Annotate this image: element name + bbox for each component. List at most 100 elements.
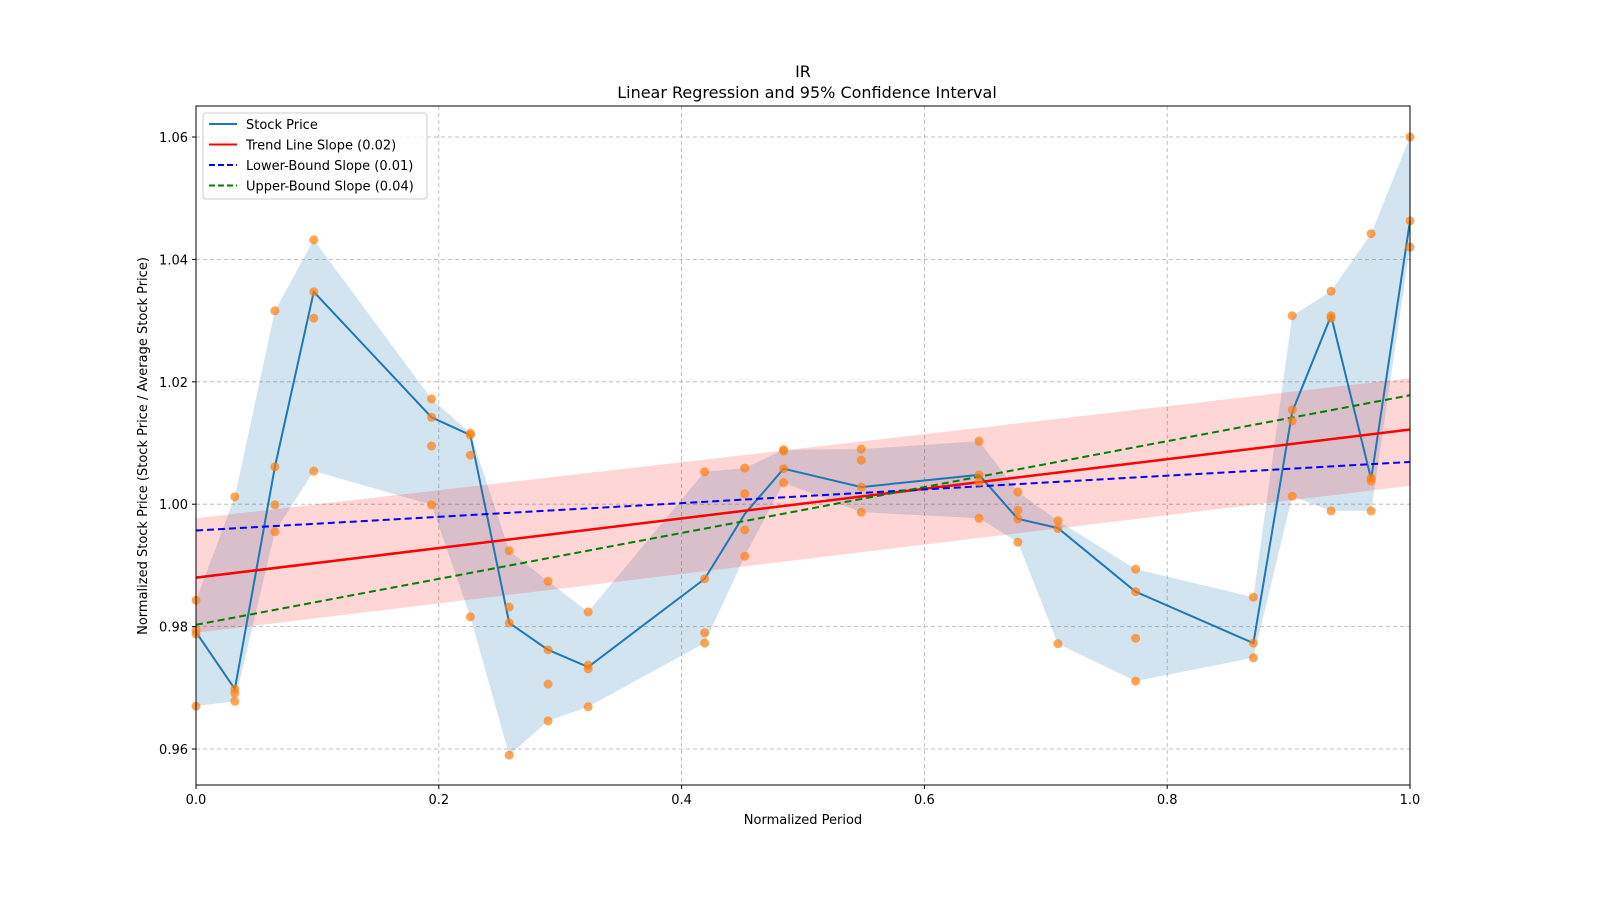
scatter-point: [1131, 676, 1141, 686]
scatter-point: [309, 287, 319, 297]
scatter-point: [230, 688, 240, 698]
scatter-point: [1013, 537, 1023, 547]
legend-label: Stock Price: [246, 118, 318, 133]
scatter-point: [270, 527, 280, 537]
scatter-point: [700, 467, 710, 477]
x-axis-ticks: 0.0 0.2 0.4 0.6 0.8 1.0: [186, 785, 1421, 808]
scatter-point: [309, 313, 319, 323]
trend-confidence-band: [196, 378, 1410, 633]
scatter-point: [465, 450, 475, 460]
scatter-point: [309, 466, 319, 476]
scatter-point: [1326, 506, 1336, 516]
lower-bound-line: [195, 460, 1411, 532]
x-tick-label: 0.0: [186, 793, 207, 808]
scatter-point: [1366, 476, 1376, 486]
scatter-point: [504, 546, 514, 556]
scatter-point: [700, 574, 710, 584]
scatter-point: [1287, 311, 1297, 321]
scatter-point: [974, 477, 984, 487]
y-tick-label: 1.06: [159, 131, 188, 146]
scatter-point: [856, 455, 866, 465]
scatter-point: [427, 500, 437, 510]
y-axis-label: Normalized Stock Price (Stock Price / Av…: [136, 257, 151, 635]
scatter-point: [427, 412, 437, 422]
scatter-point: [465, 612, 475, 622]
scatter-point: [504, 602, 514, 612]
scatter-point: [583, 607, 593, 617]
x-axis-label: Normalized Period: [744, 813, 862, 828]
scatter-point: [700, 638, 710, 648]
chart-title: IR: [795, 62, 811, 81]
scatter-point: [543, 716, 553, 726]
legend-label: Lower-Bound Slope (0.01): [246, 159, 413, 174]
scatter-point: [1326, 313, 1336, 323]
scatter-point: [1131, 587, 1141, 597]
scatter-point: [1248, 592, 1258, 602]
stock-price-line: [195, 220, 1411, 692]
scatter-point: [543, 645, 553, 655]
scatter-point: [504, 750, 514, 760]
upper-bound-line: [195, 394, 1411, 626]
lines: [195, 220, 1411, 692]
y-tick-label: 1.02: [159, 376, 188, 391]
scatter-point: [1053, 639, 1063, 649]
scatter-point: [1366, 229, 1376, 239]
y-axis-ticks: 0.96 0.98 1.00 1.02 1.04 1.06: [159, 131, 196, 758]
scatter-point: [779, 446, 789, 456]
scatter-point: [740, 463, 750, 473]
scatter-point: [309, 235, 319, 245]
bands: [196, 137, 1410, 756]
legend: Stock Price Trend Line Slope (0.02) Lower-…: [202, 112, 428, 200]
plot-frame: [195, 105, 1411, 786]
scatter-point: [700, 628, 710, 638]
chart-subtitle: Linear Regression and 95% Confidence Int…: [617, 83, 997, 102]
scatter-point: [856, 507, 866, 517]
scatter-point: [427, 441, 437, 451]
scatter-point: [583, 702, 593, 712]
scatter-point: [270, 306, 280, 316]
scatter-point: [1287, 491, 1297, 501]
x-tick-label: 0.2: [428, 793, 449, 808]
scatter-point: [230, 696, 240, 706]
scatter-point: [270, 462, 280, 472]
scatter-point: [543, 576, 553, 586]
scatter-point: [779, 464, 789, 474]
scatter-point: [856, 444, 866, 454]
scatter-point: [1248, 638, 1258, 648]
scatter-point: [856, 482, 866, 492]
scatter-point: [1248, 653, 1258, 663]
scatter-point: [543, 679, 553, 689]
scatter-point: [779, 478, 789, 488]
scatter-point: [1013, 514, 1023, 524]
scatter-point: [740, 551, 750, 561]
scatter-points: [191, 132, 1415, 760]
legend-label: Upper-Bound Slope (0.04): [246, 180, 414, 195]
scatter-point: [1287, 405, 1297, 415]
legend-label: Trend Line Slope (0.02): [245, 139, 396, 154]
scatter-point: [1053, 524, 1063, 534]
scatter-point: [974, 470, 984, 480]
scatter-point: [465, 430, 475, 440]
scatter-point: [974, 513, 984, 523]
y-tick-label: 0.98: [159, 621, 188, 636]
y-tick-label: 1.00: [159, 498, 188, 513]
scatter-point: [1013, 505, 1023, 515]
trend-line: [195, 428, 1411, 579]
x-tick-label: 0.4: [671, 793, 692, 808]
scatter-point: [230, 492, 240, 502]
scatter-point: [1131, 633, 1141, 643]
scatter-point: [1013, 487, 1023, 497]
scatter-point: [1131, 564, 1141, 574]
scatter-point: [583, 664, 593, 674]
scatter-point: [974, 436, 984, 446]
scatter-point: [270, 500, 280, 510]
scatter-point: [740, 525, 750, 535]
x-tick-label: 1.0: [1400, 793, 1421, 808]
scatter-point: [504, 618, 514, 628]
scatter-point: [1053, 516, 1063, 526]
x-tick-label: 0.8: [1157, 793, 1178, 808]
y-tick-label: 0.96: [159, 743, 188, 758]
scatter-point: [1287, 416, 1297, 426]
y-tick-label: 1.04: [159, 253, 188, 268]
